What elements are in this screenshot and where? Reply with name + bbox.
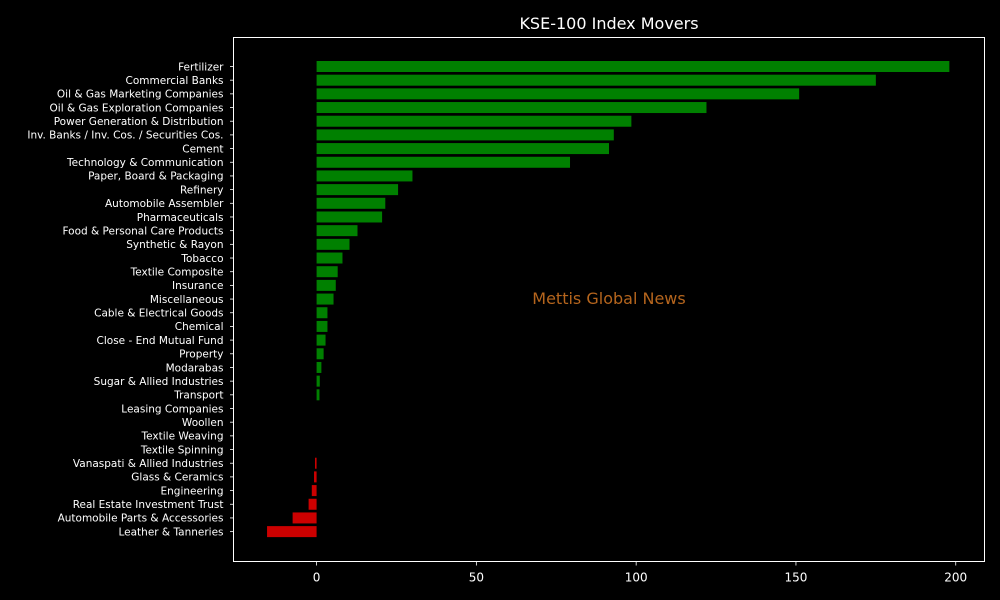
category-label-10: Automobile Assembler — [105, 198, 224, 210]
bar-9 — [316, 184, 399, 196]
bar-11 — [316, 211, 383, 223]
category-label-1: Commercial Banks — [126, 75, 224, 87]
category-label-22: Modarabas — [166, 362, 224, 374]
bar-20 — [316, 334, 326, 346]
category-label-32: Real Estate Investment Trust — [73, 499, 224, 511]
category-label-5: Inv. Banks / Inv. Cos. / Securities Cos. — [27, 130, 223, 142]
bar-21 — [316, 348, 324, 360]
bar-31 — [311, 485, 317, 497]
category-label-7: Technology & Communication — [66, 157, 223, 169]
bar-4 — [316, 115, 632, 127]
bar-23 — [316, 375, 320, 387]
category-label-12: Food & Personal Care Products — [62, 225, 223, 237]
bar-5 — [316, 129, 614, 141]
category-label-18: Cable & Electrical Goods — [94, 308, 223, 320]
category-label-29: Vanaspati & Allied Industries — [73, 458, 224, 470]
bar-22 — [316, 361, 322, 373]
bar-12 — [316, 225, 358, 237]
plot-frame — [233, 37, 985, 562]
bar-7 — [316, 156, 571, 168]
bar-13 — [316, 238, 350, 250]
bar-32 — [308, 498, 317, 510]
bar-14 — [316, 252, 343, 264]
category-label-8: Paper, Board & Packaging — [88, 171, 223, 183]
bar-3 — [316, 102, 707, 114]
bar-19 — [316, 320, 328, 332]
category-label-13: Synthetic & Rayon — [126, 239, 223, 251]
category-label-4: Power Generation & Distribution — [54, 116, 224, 128]
bar-2 — [316, 88, 800, 100]
x-axis-ticks: 0 50 100 150 200 — [313, 561, 967, 585]
watermark-text: Mettis Global News — [532, 289, 685, 308]
bar-30 — [314, 471, 317, 483]
x-tick-label-0: 0 — [313, 571, 321, 585]
bar-1 — [316, 74, 876, 86]
bar-24 — [316, 389, 320, 401]
category-label-9: Refinery — [180, 184, 224, 196]
category-label-17: Miscellaneous — [150, 294, 224, 306]
bar-18 — [316, 307, 328, 319]
x-tick-label-4: 200 — [944, 571, 967, 585]
bar-6 — [316, 143, 609, 155]
bar-8 — [316, 170, 413, 182]
bar-15 — [316, 266, 338, 278]
bar-17 — [316, 293, 334, 305]
category-label-6: Cement — [182, 143, 223, 155]
category-label-3: Oil & Gas Exploration Companies — [50, 102, 224, 114]
category-label-25: Leasing Companies — [121, 403, 223, 415]
category-label-20: Close - End Mutual Fund — [97, 335, 224, 347]
category-label-11: Pharmaceuticals — [137, 212, 224, 224]
category-label-24: Transport — [173, 390, 223, 402]
bar-34 — [267, 526, 317, 538]
category-label-27: Textile Weaving — [141, 431, 224, 443]
category-labels: Fertilizer Commercial Banks Oil & Gas Mark… — [27, 61, 234, 538]
x-tick-label-3: 150 — [784, 571, 807, 585]
x-tick-label-2: 100 — [625, 571, 648, 585]
category-label-15: Textile Composite — [130, 267, 224, 279]
bar-33 — [292, 512, 317, 524]
category-label-26: Woollen — [182, 417, 224, 429]
category-label-14: Tobacco — [180, 253, 223, 265]
category-label-0: Fertilizer — [178, 61, 224, 73]
category-label-34: Leather & Tanneries — [118, 526, 223, 538]
bar-0 — [316, 61, 950, 72]
category-label-16: Insurance — [172, 280, 224, 292]
category-label-31: Engineering — [161, 485, 224, 497]
bars-group — [267, 61, 950, 538]
bar-16 — [316, 279, 336, 291]
x-tick-label-1: 50 — [469, 571, 484, 585]
category-label-33: Automobile Parts & Accessories — [58, 513, 224, 525]
category-label-19: Chemical — [175, 321, 224, 333]
category-label-30: Glass & Ceramics — [131, 472, 223, 484]
bar-10 — [316, 197, 386, 209]
chart-title: KSE-100 Index Movers — [519, 14, 698, 33]
bar-29 — [314, 457, 317, 469]
category-label-21: Property — [179, 349, 223, 361]
category-label-28: Textile Spinning — [140, 444, 224, 456]
category-label-2: Oil & Gas Marketing Companies — [57, 89, 224, 101]
category-label-23: Sugar & Allied Industries — [94, 376, 224, 388]
